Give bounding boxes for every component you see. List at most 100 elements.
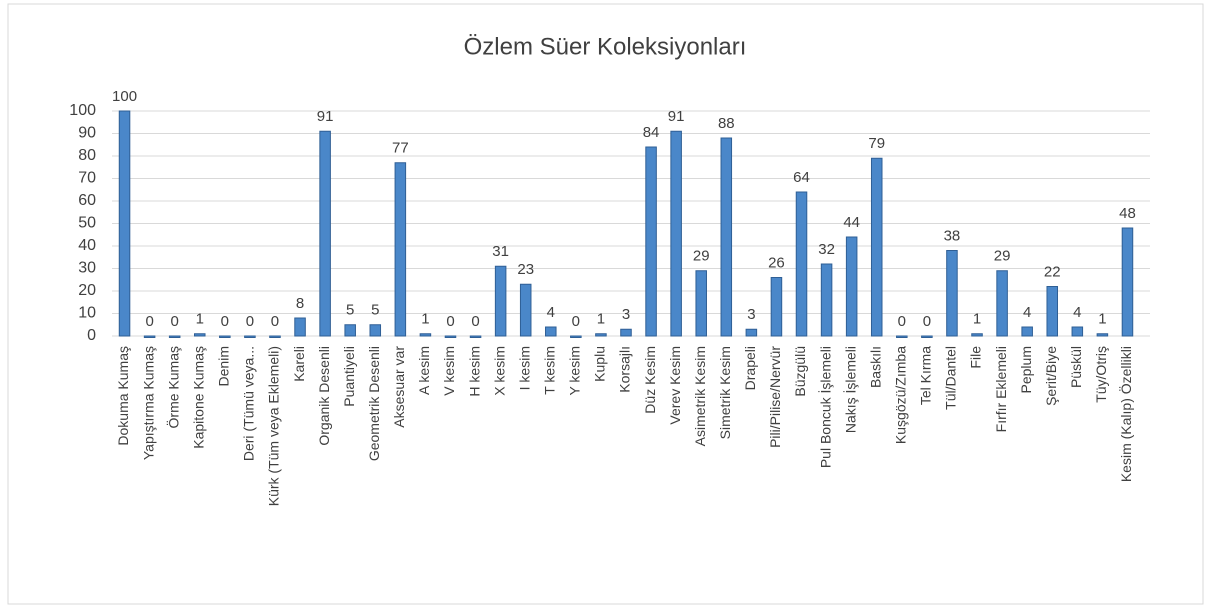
- bar: [143, 335, 156, 338]
- x-tick-label: Fırfır Eklemeli: [993, 346, 1009, 432]
- y-tick-label: 40: [78, 237, 96, 254]
- x-tick-label: Y kesim: [567, 346, 583, 396]
- bar-face: [695, 270, 707, 337]
- data-label: 1: [421, 311, 429, 328]
- x-tick-label: File: [968, 346, 984, 369]
- x-tick-label: Püskül: [1068, 346, 1084, 388]
- bar-face: [244, 335, 256, 338]
- x-tick-label: Yapıştırma Kumaş: [140, 346, 156, 460]
- bar-face: [545, 326, 557, 337]
- bar: [294, 317, 306, 337]
- bar-face: [269, 335, 281, 338]
- y-tick-label: 80: [78, 147, 96, 164]
- data-label: 4: [1023, 304, 1031, 321]
- bar-face: [645, 146, 657, 337]
- bar: [369, 324, 382, 337]
- data-label: 22: [1044, 263, 1061, 280]
- x-tick-label: Denim: [216, 346, 232, 386]
- data-label: 0: [271, 313, 279, 330]
- bar: [870, 157, 883, 337]
- bar: [795, 191, 808, 337]
- x-tick-label: Tül/Dantel: [943, 346, 959, 410]
- data-label: 0: [221, 313, 229, 330]
- data-label: 29: [994, 248, 1011, 265]
- bar-face: [795, 191, 808, 337]
- bar-face: [419, 333, 432, 337]
- bar: [469, 335, 482, 338]
- data-label: 5: [371, 302, 379, 319]
- data-label: 32: [818, 241, 835, 258]
- bar: [1046, 286, 1059, 337]
- bar-face: [770, 277, 783, 337]
- bar-face: [219, 335, 231, 338]
- bar: [168, 335, 181, 338]
- data-label: 48: [1119, 205, 1136, 222]
- data-label: 3: [622, 306, 630, 323]
- bar-face: [344, 324, 356, 337]
- data-label: 1: [1098, 311, 1106, 328]
- x-tick-label: Baskılı: [867, 346, 883, 388]
- y-tick-label: 60: [78, 192, 96, 209]
- y-tick-label: 90: [78, 125, 96, 142]
- x-tick-label: T kesim: [541, 346, 557, 395]
- bar-face: [1096, 333, 1109, 337]
- bar: [570, 335, 582, 338]
- data-label: 8: [296, 295, 304, 312]
- bar-face: [946, 250, 958, 337]
- bar: [921, 335, 933, 338]
- y-tick-label: 100: [69, 102, 96, 119]
- bar-face: [1071, 326, 1084, 337]
- data-label: 79: [868, 135, 885, 152]
- x-tick-label: Puantiyeli: [341, 346, 357, 407]
- bar-face: [319, 130, 331, 337]
- data-label: 77: [392, 140, 409, 157]
- data-label: 0: [446, 313, 454, 330]
- data-label: 100: [112, 88, 137, 105]
- data-label: 91: [317, 108, 334, 125]
- bar-face: [971, 333, 983, 337]
- x-tick-label: Dokuma Kumaş: [115, 346, 131, 446]
- x-tick-label: Aksesuar var: [391, 346, 407, 428]
- x-tick-label: Kesim (Kalıp) Özellikli: [1117, 346, 1134, 482]
- bar-face: [570, 335, 582, 338]
- x-tick-label: Düz Kesim: [642, 346, 658, 414]
- bar-face: [118, 110, 131, 337]
- bar: [896, 335, 908, 338]
- bar-face: [469, 335, 482, 338]
- bar: [269, 335, 281, 338]
- data-label: 31: [492, 243, 509, 260]
- data-label: 1: [196, 311, 204, 328]
- data-label: 88: [718, 115, 735, 132]
- x-tick-label: H kesim: [466, 346, 482, 397]
- bar: [444, 335, 457, 338]
- bar-face: [1121, 227, 1134, 337]
- data-label: 0: [923, 313, 931, 330]
- bar-face: [1046, 286, 1059, 337]
- x-tick-label: Tel Kırma: [918, 346, 934, 405]
- bar-face: [519, 283, 532, 337]
- bar-face: [444, 335, 457, 338]
- data-label: 0: [145, 313, 153, 330]
- bar: [996, 270, 1008, 337]
- bar-face: [294, 317, 306, 337]
- x-tick-label: Tüy/Otriş: [1093, 346, 1109, 403]
- bar-face: [745, 328, 758, 337]
- x-tick-label: X kesim: [491, 346, 507, 396]
- bar-face: [921, 335, 933, 338]
- bar: [193, 333, 206, 337]
- bar: [620, 328, 632, 337]
- bar: [820, 263, 833, 337]
- y-tick-label: 30: [78, 260, 96, 277]
- x-tick-label: I kesim: [516, 346, 532, 390]
- bar: [1121, 227, 1134, 337]
- x-tick-label: Geometrik Desenli: [366, 346, 382, 461]
- bar-face: [896, 335, 908, 338]
- bar-face: [720, 137, 733, 337]
- bar-face: [193, 333, 206, 337]
- x-tick-label: Peplum: [1018, 346, 1034, 393]
- bar: [770, 277, 783, 337]
- bar-face: [595, 333, 607, 337]
- x-tick-label: Kuşgözü/Zımba: [893, 346, 909, 444]
- bar-face: [394, 162, 407, 337]
- bar-face: [845, 236, 858, 337]
